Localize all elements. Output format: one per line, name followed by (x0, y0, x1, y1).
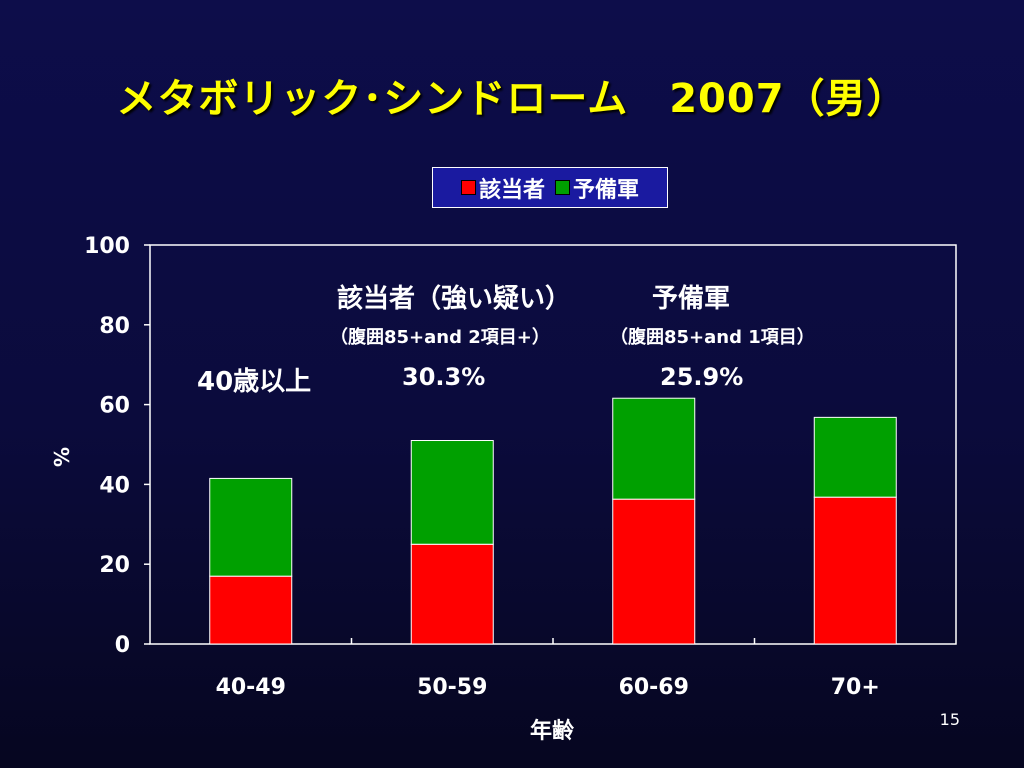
y-tick-label: 0 (115, 633, 130, 658)
legend-label-applicable: 該当者 (478, 177, 545, 203)
bar-segment-reserve-40-49 (209, 477, 293, 577)
chart-bars (209, 397, 897, 645)
bar-segment-reserve-50-59 (410, 440, 494, 545)
y-tick-label: 40 (99, 473, 130, 498)
legend-item-applicable: 該当者 (460, 172, 545, 204)
annotation-age-40-plus: 40歳以上 (197, 367, 312, 397)
x-tick-label: 70+ (831, 675, 880, 700)
legend-label-reserve: 予備軍 (573, 177, 640, 203)
y-tick-label: 100 (84, 234, 130, 259)
page-number: 15 (939, 710, 960, 729)
bar-segment-reserve-70+ (813, 416, 897, 498)
bar-segment-reserve-60-69 (612, 397, 696, 500)
y-tick-label: 80 (99, 314, 130, 339)
legend-swatch-red (460, 180, 476, 195)
bar-segment-applicable-40-49 (209, 575, 293, 645)
annotation-heading-applicable: 該当者（強い疑い） (337, 284, 572, 314)
x-axis-label: 年齢 (529, 719, 574, 744)
x-tick-label: 50-59 (417, 675, 487, 700)
legend-item-reserve: 予備軍 (555, 172, 639, 204)
chart-legend: 該当者 予備軍 (432, 167, 668, 208)
bar-segment-applicable-70+ (813, 496, 897, 645)
bar-segment-applicable-50-59 (410, 543, 494, 645)
y-tick-label: 60 (99, 394, 130, 419)
legend-swatch-green (555, 180, 570, 195)
slide-title: メタボリック･シンドローム 2007（男） (116, 76, 908, 122)
bar-segment-applicable-60-69 (612, 498, 696, 645)
annotation-value-applicable: 30.3% (402, 363, 486, 391)
y-tick-label: 20 (99, 553, 130, 578)
y-axis-label: % (50, 446, 75, 468)
chart-ticks: 0 20 40 60 80 100 40-49 50-59 60-69 70+ (84, 234, 880, 700)
annotation-criteria-applicable: （腹囲85+and 2項目+） (330, 327, 550, 348)
x-tick-label: 60-69 (619, 675, 689, 700)
annotation-criteria-reserve: （腹囲85+and 1項目） (610, 327, 815, 348)
annotation-value-reserve: 25.9% (660, 363, 744, 391)
x-tick-label: 40-49 (216, 675, 286, 700)
annotation-heading-reserve: 予備軍 (652, 284, 731, 314)
